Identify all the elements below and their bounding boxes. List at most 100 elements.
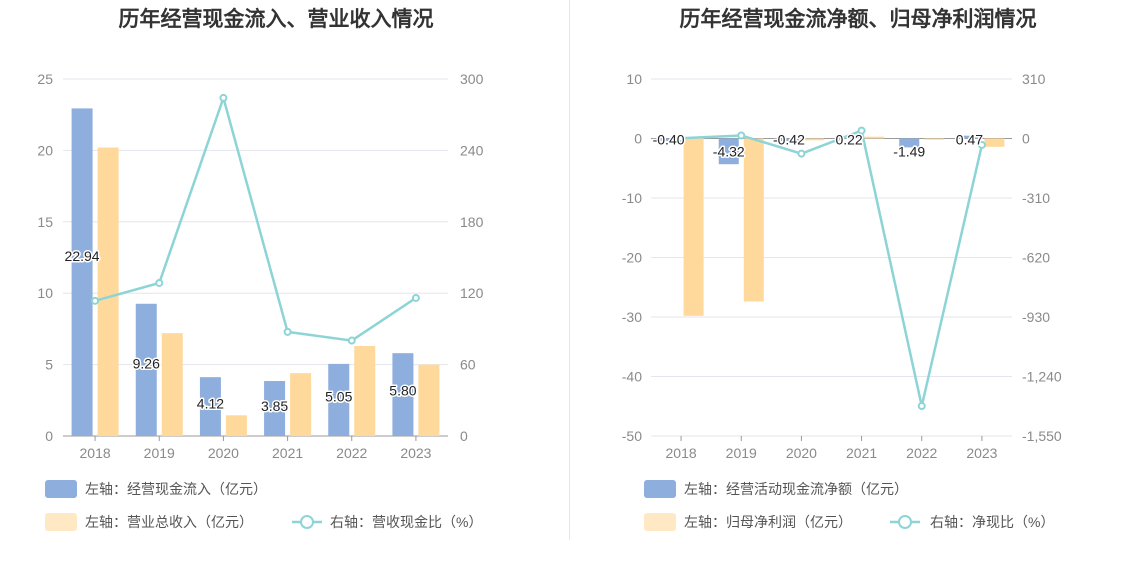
bar-0-2021 xyxy=(264,381,286,436)
bar-1-2020 xyxy=(803,138,824,141)
y-right-tick-label: -620 xyxy=(1022,250,1050,266)
chart-title: 历年经营现金流入、营业收入情况 xyxy=(119,7,434,31)
line-point-2020 xyxy=(797,149,806,158)
x-tick-label: 2019 xyxy=(726,445,757,461)
series-line-2 xyxy=(681,128,984,407)
legend-swatch xyxy=(45,480,77,498)
bar-0-2023 xyxy=(959,135,980,139)
y-right-tick-label: 310 xyxy=(1022,71,1046,87)
data-label: 4.12 xyxy=(197,396,224,412)
data-label: -0.40 xyxy=(653,132,685,148)
legend-swatch xyxy=(644,513,676,531)
x-tick-label: 2018 xyxy=(666,445,697,461)
legend-label: 左轴：归母净利润（亿元） xyxy=(684,514,852,530)
y-right-tick-label: -310 xyxy=(1022,190,1050,206)
y-right-tick-label: 120 xyxy=(460,285,484,301)
line-point-2021 xyxy=(857,126,866,135)
bar-0-2022 xyxy=(899,138,920,148)
line-point-2019 xyxy=(737,131,746,140)
x-tick-label: 2018 xyxy=(80,445,111,461)
bar-0-2020 xyxy=(778,138,799,141)
y-left-tick-label: 10 xyxy=(626,71,642,87)
legend-label: 右轴：营收现金比（%） xyxy=(330,514,482,530)
y-right-tick-label: 180 xyxy=(460,214,484,230)
y-left-tick-label: -50 xyxy=(622,428,642,444)
bar-0-2022 xyxy=(328,363,350,436)
y-left-tick-label: -30 xyxy=(622,309,642,325)
legend-label: 左轴：经营现金流入（亿元） xyxy=(85,481,267,497)
chart-svg-net-cash: 历年经营现金流净额、归母净利润情况100-10-20-30-40-503100-… xyxy=(622,7,1062,531)
bar-1-2022 xyxy=(924,138,945,140)
data-label: 22.94 xyxy=(65,248,100,264)
bar-0-2019 xyxy=(135,303,157,436)
y-left-tick-label: 15 xyxy=(37,214,53,230)
data-label: 5.80 xyxy=(389,382,416,398)
chart-title: 历年经营现金流净额、归母净利润情况 xyxy=(680,7,1037,31)
line-point-2019 xyxy=(155,278,164,287)
bar-0-2020 xyxy=(199,377,221,436)
chart-panel-cash-inflow: 历年经营现金流入、营业收入情况 0 5 10 15 20 25 0 60 120 180 240 300… xyxy=(37,7,484,531)
legend-label: 左轴：经营活动现金流净额（亿元） xyxy=(684,481,908,497)
data-label: 5.05 xyxy=(325,388,352,404)
y-right-tick-label: 300 xyxy=(460,71,484,87)
chart-panel-net-cash: 历年经营现金流净额、归母净利润情况 10 0 -10 -20 -30 -40 -50 310 0-… xyxy=(567,0,1134,582)
line-point-2023 xyxy=(411,293,420,302)
line-point-2021 xyxy=(283,327,292,336)
y-left-tick-label: 0 xyxy=(45,428,53,444)
data-label: 9.26 xyxy=(133,355,160,371)
data-label: 3.85 xyxy=(261,398,288,414)
line-point-2022 xyxy=(917,402,926,411)
line-point-2022 xyxy=(347,336,356,345)
chart-svg-cash-inflow: 历年经营现金流入、营业收入情况 0 5 10 15 20 25 0 60 120 180 240 300… xyxy=(37,7,484,531)
bar-0-2018 xyxy=(658,138,679,141)
legend-label: 左轴：营业总收入（亿元） xyxy=(85,514,253,530)
line-point-2023 xyxy=(977,140,986,149)
line-point-2020 xyxy=(219,93,228,102)
y-left-tick-label: 25 xyxy=(37,71,53,87)
bar-1-2019 xyxy=(743,138,764,302)
legend-line-marker xyxy=(300,515,314,529)
x-tick-label: 2022 xyxy=(906,445,937,461)
x-tick-label: 2020 xyxy=(208,445,239,461)
legend-swatch xyxy=(644,480,676,498)
x-tick-label: 2023 xyxy=(400,445,431,461)
x-tick-label: 2019 xyxy=(144,445,175,461)
series-line-2 xyxy=(94,93,417,342)
bar-1-2019 xyxy=(161,333,183,436)
x-tick-label: 2023 xyxy=(966,445,997,461)
y-left-tick-label: -20 xyxy=(622,250,642,266)
bar-1-2022 xyxy=(354,346,376,436)
bar-1-2020 xyxy=(225,415,247,436)
bar-1-2021 xyxy=(864,136,885,139)
y-right-tick-label: 240 xyxy=(460,142,484,158)
x-tick-label: 2022 xyxy=(336,445,367,461)
x-tick-label: 2021 xyxy=(272,445,303,461)
y-left-tick-label: 20 xyxy=(37,142,53,158)
data-label: -1.49 xyxy=(893,144,925,160)
y-left-tick-label: 5 xyxy=(45,357,53,373)
data-label: -0.42 xyxy=(773,132,805,148)
bar-1-2018 xyxy=(683,138,704,316)
x-tick-label: 2020 xyxy=(786,445,817,461)
legend-swatch xyxy=(45,513,77,531)
y-right-tick-label: 0 xyxy=(1022,131,1030,147)
bar-0-2023 xyxy=(392,353,414,436)
y-left-tick-label: 10 xyxy=(37,285,53,301)
data-label: 0.22 xyxy=(835,132,862,148)
bar-1-2021 xyxy=(290,373,312,436)
bar-1-2018 xyxy=(97,147,119,436)
bar-0-2021 xyxy=(839,137,860,139)
y-left-tick-label: -40 xyxy=(622,369,642,385)
y-left-tick-label: 0 xyxy=(634,131,642,147)
x-tick-label: 2021 xyxy=(846,445,877,461)
y-right-tick-label: 60 xyxy=(460,357,476,373)
bar-1-2023 xyxy=(984,138,1005,147)
legend-label: 右轴：净现比（%） xyxy=(930,514,1054,530)
bar-1-2023 xyxy=(418,364,440,436)
line-point-2018 xyxy=(677,134,686,143)
y-right-tick-label: -1,240 xyxy=(1022,369,1062,385)
panel-divider xyxy=(569,0,570,540)
bar-0-2019 xyxy=(718,138,739,165)
data-label: 0.47 xyxy=(956,132,983,148)
y-left-tick-label: -10 xyxy=(622,190,642,206)
